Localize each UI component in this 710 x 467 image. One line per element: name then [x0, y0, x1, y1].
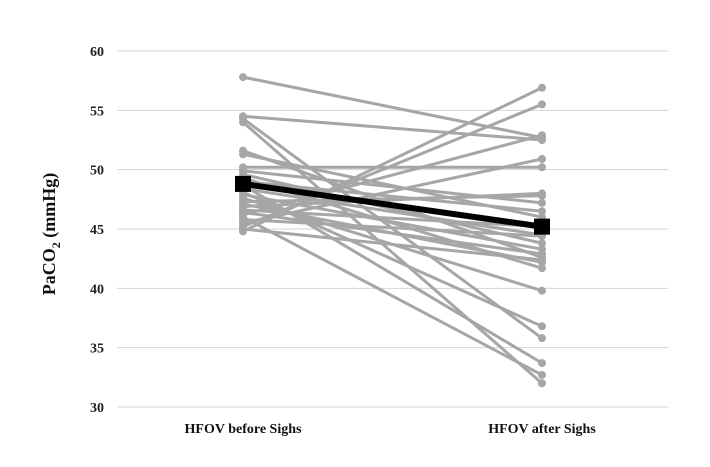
individual-point [538, 83, 546, 92]
y-tick-label: 45 [90, 223, 104, 238]
individual-point [538, 239, 546, 248]
y-tick-label: 50 [90, 164, 104, 179]
individual-line-segment [242, 210, 543, 256]
individual-line-segment [242, 218, 543, 238]
individual-point [538, 370, 546, 379]
individual-line-segment [242, 133, 543, 217]
individual-point [538, 207, 546, 216]
individual-line-segment [242, 215, 543, 377]
individual-line-segment [242, 86, 543, 233]
individual-point [538, 198, 546, 207]
individual-point [538, 264, 546, 273]
individual-point [538, 163, 546, 172]
mean-series [235, 175, 550, 235]
y-tick-label: 35 [90, 342, 104, 357]
individual-line-segment [242, 114, 543, 142]
individual-line-segment [242, 227, 543, 262]
x-category-label: HFOV after Sighs [488, 422, 596, 437]
y-tick-label: 30 [90, 401, 104, 416]
y-tick-label: 40 [90, 282, 104, 297]
y-axis-ticks: 30 35 40 45 50 55 60 [90, 45, 104, 416]
individual-point [538, 286, 546, 295]
individual-point [538, 249, 546, 258]
individual-line-segment [242, 157, 543, 225]
mean-point [534, 218, 550, 235]
x-axis-categories: HFOV before Sighs HFOV after Sighs [185, 422, 597, 437]
individual-line-segment [242, 180, 543, 213]
individual-line [239, 213, 546, 379]
x-category-label: HFOV before Sighs [185, 422, 302, 437]
individual-point [538, 189, 546, 198]
y-axis-label: PaCO2 (mmHg) [39, 173, 63, 295]
individual-point [239, 150, 247, 159]
gridlines [117, 50, 668, 408]
y-tick-label: 60 [90, 45, 104, 60]
individual-point [538, 334, 546, 343]
mean-line [242, 180, 543, 230]
individual-point [239, 225, 247, 233]
individual-line [239, 225, 546, 264]
y-axis-label-unit: (mmHg) [39, 173, 60, 242]
y-axis-label-main: PaCO [39, 248, 59, 295]
y-tick-label: 55 [90, 104, 104, 119]
individual-point [538, 255, 546, 264]
individual-point [538, 131, 546, 140]
individual-point [538, 100, 546, 109]
individual-series [239, 73, 546, 388]
mean-point [235, 175, 251, 192]
individual-point [239, 73, 247, 82]
individual-point [538, 359, 546, 368]
individual-line-segment [242, 191, 543, 208]
y-axis-label-subscript: 2 [49, 242, 63, 248]
individual-line-segment [242, 187, 543, 237]
individual-point [538, 322, 546, 331]
individual-point [538, 154, 546, 163]
individual-line-segment [242, 75, 543, 140]
individual-point [538, 379, 546, 388]
individual-point [239, 118, 247, 127]
